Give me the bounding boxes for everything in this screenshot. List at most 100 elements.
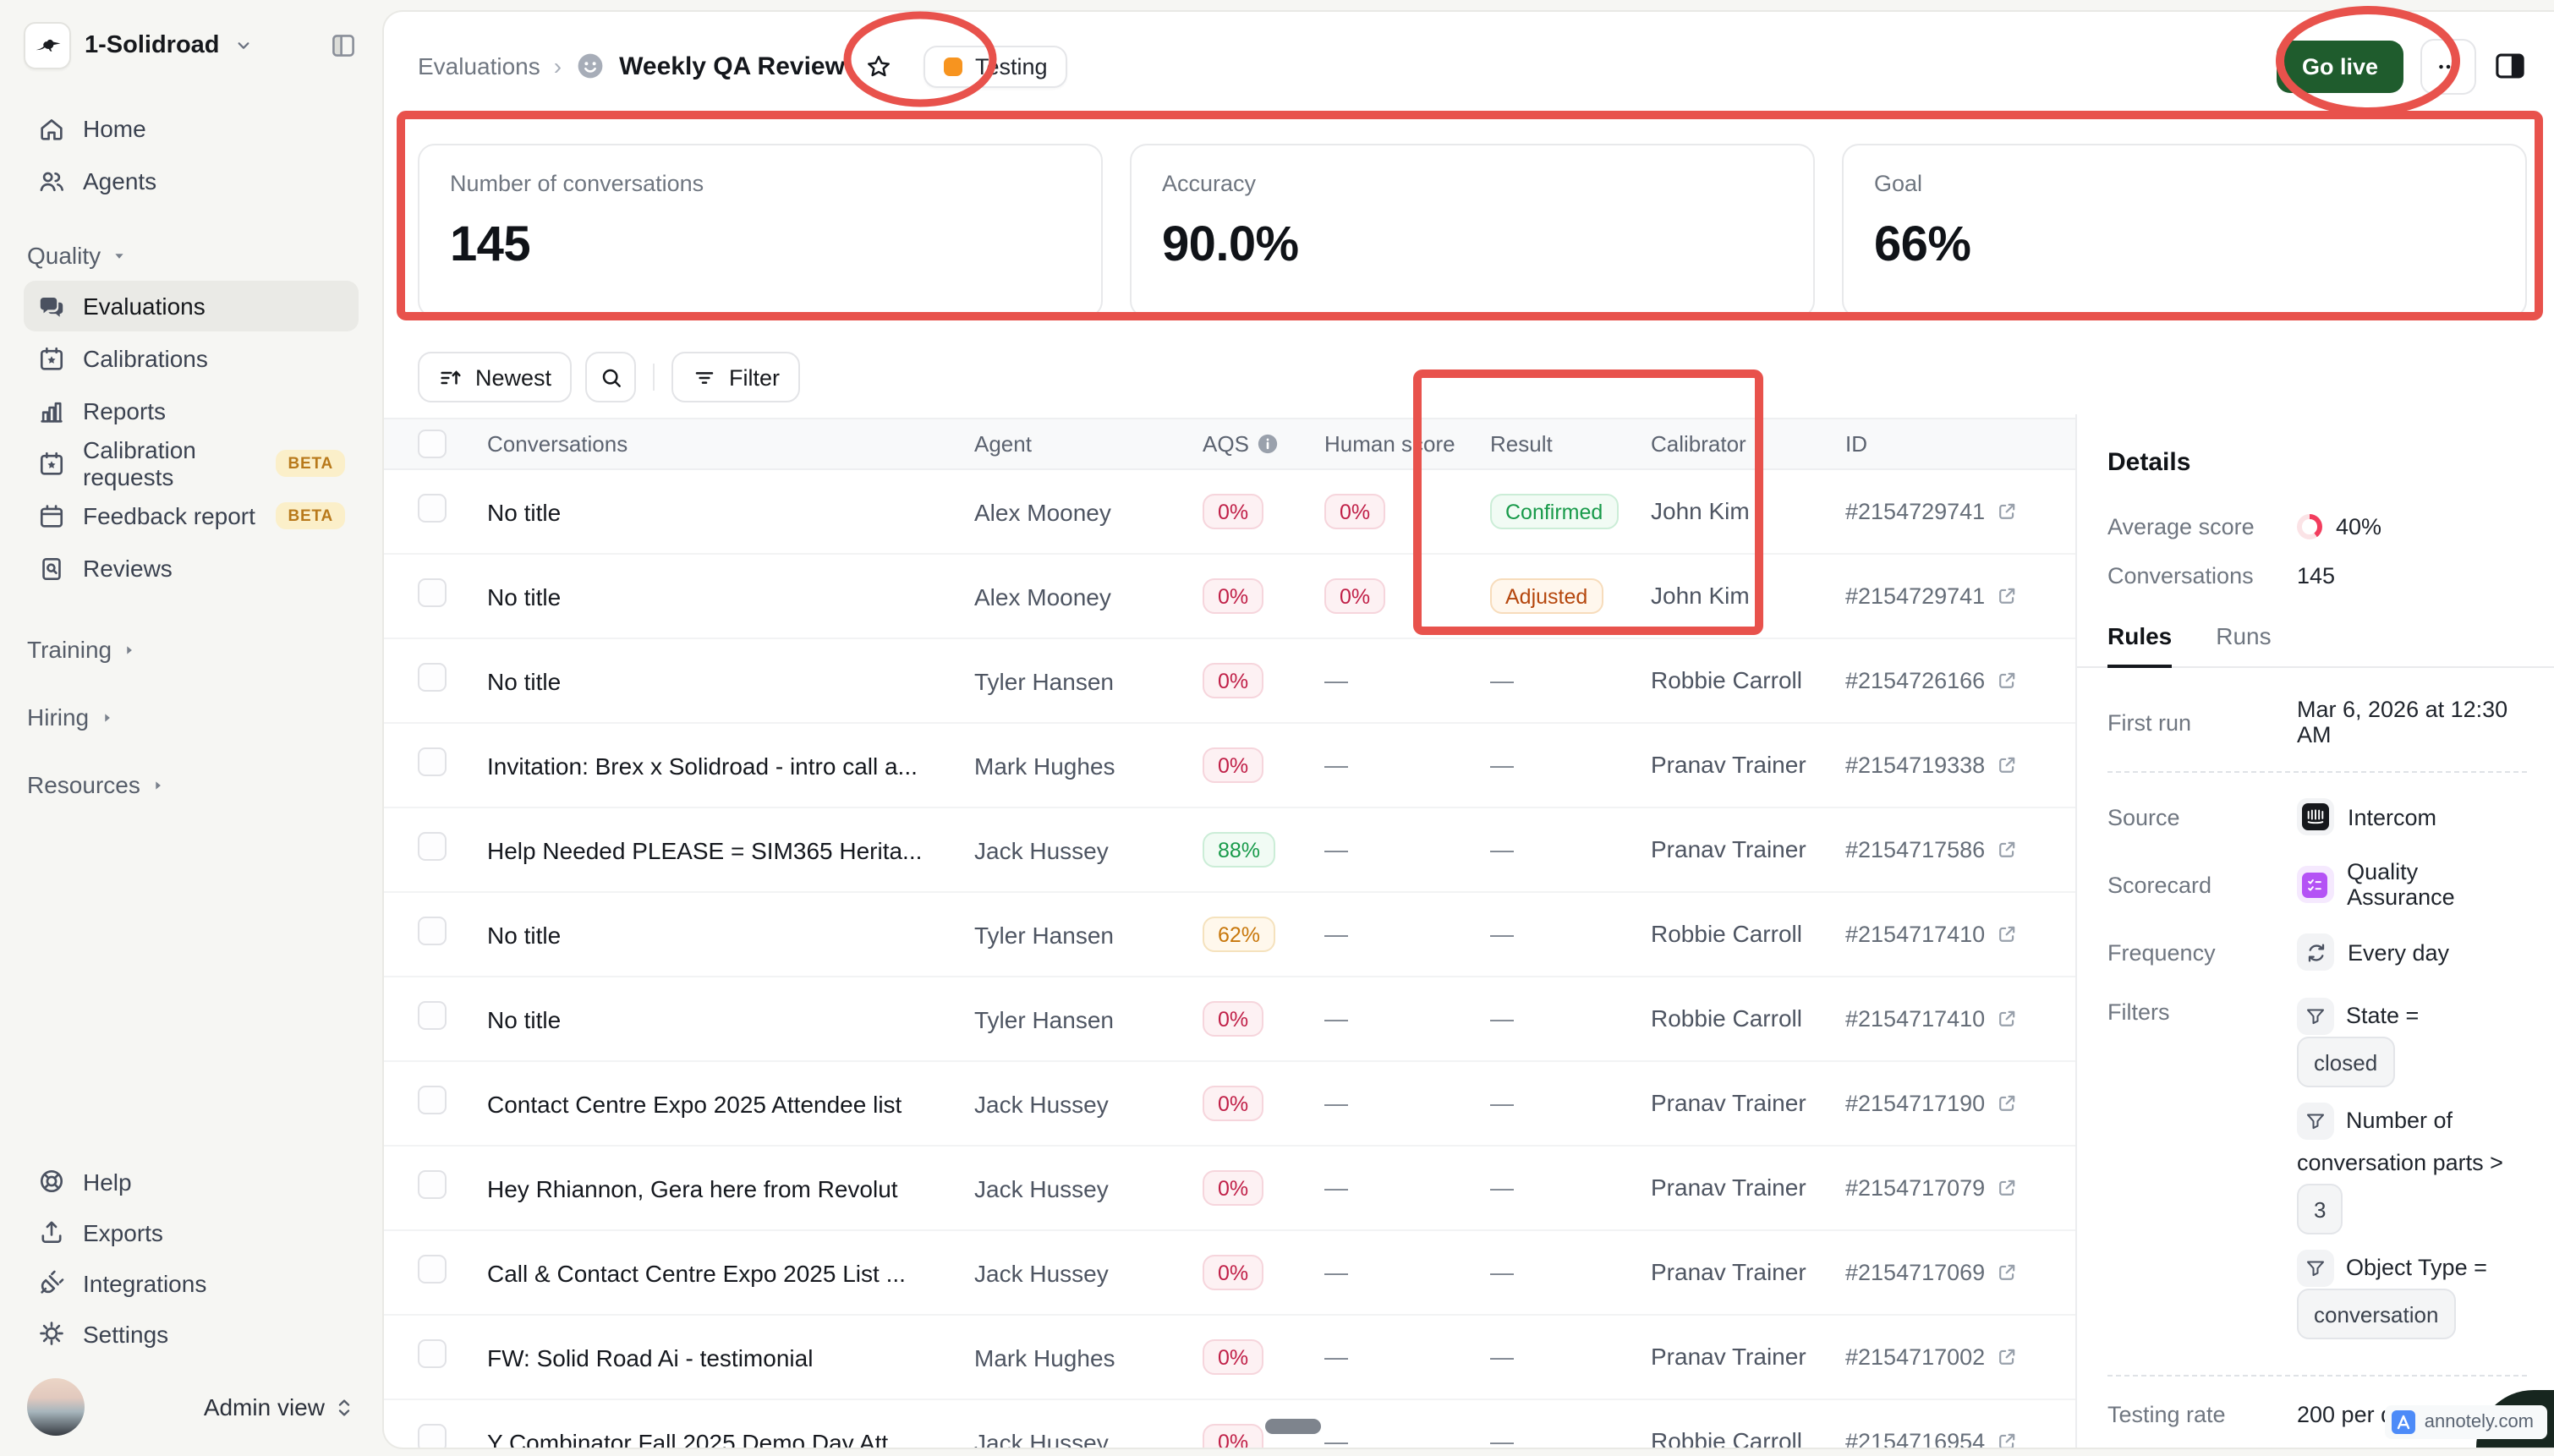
conversation-id-link[interactable]: #2154729741 <box>1845 499 2058 524</box>
sidebar-item-exports[interactable]: Exports <box>24 1207 359 1256</box>
sidebar-item-home[interactable]: Home <box>24 103 359 154</box>
filter-button[interactable]: Filter <box>671 352 801 402</box>
conversation-id-link[interactable]: #2154716954 <box>1845 1429 2058 1448</box>
table-row[interactable]: Help Needed PLEASE = SIM365 Herita... Ja… <box>384 808 2075 893</box>
chevron-down-icon <box>233 36 254 56</box>
table-row[interactable]: Hey Rhiannon, Gera here from Revolut Jac… <box>384 1147 2075 1231</box>
conversation-title: Call & Contact Centre Expo 2025 List ... <box>487 1259 906 1286</box>
empty-value: — <box>1490 1173 1514 1200</box>
row-checkbox[interactable] <box>418 747 447 775</box>
sort-button[interactable]: Newest <box>418 352 573 402</box>
sidebar-collapse-icon[interactable] <box>328 30 359 61</box>
breadcrumb: Evaluations › Weekly QA Review Testing <box>418 45 1068 87</box>
select-all-checkbox[interactable] <box>418 430 447 458</box>
row-checkbox[interactable] <box>418 1338 447 1367</box>
row-checkbox[interactable] <box>418 831 447 860</box>
col-aqs[interactable]: AQS <box>1203 431 1324 457</box>
sidebar-item-agents[interactable]: Agents <box>24 156 359 206</box>
conversation-id-link[interactable]: #2154717586 <box>1845 837 2058 862</box>
sidebar-item-reports[interactable]: Reports <box>24 386 359 436</box>
row-checkbox[interactable] <box>418 1254 447 1283</box>
row-checkbox[interactable] <box>418 1085 447 1114</box>
sidebar-item-settings[interactable]: Settings <box>24 1309 359 1358</box>
table-row[interactable]: No title Tyler Hansen 62% — — Robbie Car… <box>384 893 2075 977</box>
filter-rule: Number of conversation parts > 3 <box>2297 1099 2527 1234</box>
col-calibrator[interactable]: Calibrator <box>1651 431 1746 457</box>
row-checkbox[interactable] <box>418 916 447 944</box>
row-checkbox[interactable] <box>418 1423 447 1448</box>
agent-name: Tyler Hansen <box>974 667 1114 694</box>
right-panel-toggle-icon[interactable] <box>2493 49 2527 83</box>
agent-name: Tyler Hansen <box>974 921 1114 948</box>
sidebar-item-calibrations[interactable]: Calibrations <box>24 333 359 384</box>
filter-chip[interactable]: closed <box>2297 1037 2395 1087</box>
col-id[interactable]: ID <box>1845 431 1867 457</box>
row-checkbox[interactable] <box>418 662 447 691</box>
table-row[interactable]: No title Tyler Hansen 0% — — Robbie Carr… <box>384 977 2075 1062</box>
table-row[interactable]: FW: Solid Road Ai - testimonial Mark Hug… <box>384 1316 2075 1400</box>
table-row[interactable]: Y Combinator Fall 2025 Demo Day Att... J… <box>384 1400 2075 1449</box>
conversation-id-link[interactable]: #2154717079 <box>1845 1175 2058 1201</box>
tab-rules[interactable]: Rules <box>2107 622 2173 668</box>
breadcrumb-evaluations[interactable]: Evaluations <box>418 52 540 79</box>
conversation-id-link[interactable]: #2154719338 <box>1845 753 2058 778</box>
sidebar-item-help[interactable]: Help <box>24 1157 359 1206</box>
table-row[interactable]: No title Alex Mooney 0% 0% Confirmed Joh… <box>384 470 2075 555</box>
row-checkbox[interactable] <box>418 1169 447 1198</box>
conversation-id-link[interactable]: #2154717410 <box>1845 922 2058 947</box>
conversation-id-link[interactable]: #2154717002 <box>1845 1344 2058 1370</box>
table-header: Conversations Agent AQS Human score Resu… <box>384 418 2075 470</box>
row-checkbox[interactable] <box>418 577 447 606</box>
sidebar-item-evaluations[interactable]: Evaluations <box>24 281 359 331</box>
status-badge[interactable]: Testing <box>923 45 1068 87</box>
col-result[interactable]: Result <box>1490 431 1553 457</box>
table-row[interactable]: No title Tyler Hansen 0% — — Robbie Carr… <box>384 639 2075 724</box>
frequency-label: Frequency <box>2107 939 2216 965</box>
col-human-score[interactable]: Human score <box>1324 431 1455 457</box>
horizontal-scrollbar-thumb[interactable] <box>1265 1419 1321 1434</box>
filter-chip[interactable]: 3 <box>2297 1184 2343 1234</box>
row-checkbox[interactable] <box>418 493 447 522</box>
table-row[interactable]: Invitation: Brex x Solidroad - intro cal… <box>384 724 2075 808</box>
conversation-id-link[interactable]: #2154726166 <box>1845 668 2058 693</box>
col-conversations[interactable]: Conversations <box>487 431 628 457</box>
table-row[interactable]: No title Alex Mooney 0% 0% Adjusted John… <box>384 555 2075 639</box>
admin-view-switcher[interactable]: Admin view <box>204 1393 355 1420</box>
row-checkbox[interactable] <box>418 1000 447 1029</box>
sidebar-section-quality[interactable]: Quality <box>27 242 359 269</box>
table-row[interactable]: Call & Contact Centre Expo 2025 List ...… <box>384 1231 2075 1316</box>
sidebar-item-feedback-report[interactable]: Feedback report BETA <box>24 490 359 541</box>
info-icon[interactable] <box>1258 433 1280 455</box>
calibrator-name: Pranav Trainer <box>1651 1343 1806 1371</box>
search-button[interactable] <box>585 352 637 402</box>
sidebar-section-training[interactable]: Training <box>27 636 359 663</box>
stat-label: Number of conversations <box>450 171 704 196</box>
workspace-switcher[interactable]: 1-Solidroad <box>24 22 359 69</box>
favorite-star-icon[interactable] <box>865 52 894 80</box>
tab-runs[interactable]: Runs <box>2216 622 2272 649</box>
conversation-id-link[interactable]: #2154729741 <box>1845 583 2058 609</box>
table-row[interactable]: Contact Centre Expo 2025 Attendee list J… <box>384 1062 2075 1147</box>
filter-chip[interactable]: conversation <box>2297 1289 2456 1339</box>
col-agent[interactable]: Agent <box>974 431 1032 457</box>
source-label: Source <box>2107 804 2180 829</box>
result-badge: Adjusted <box>1490 578 1603 614</box>
doc-search-icon <box>37 554 66 583</box>
filter-icon <box>692 364 717 390</box>
go-live-button[interactable]: Go live <box>2276 40 2403 92</box>
conversation-id-link[interactable]: #2154717069 <box>1845 1260 2058 1285</box>
conversation-id-link[interactable]: #2154717190 <box>1845 1091 2058 1116</box>
conversation-id-link[interactable]: #2154717410 <box>1845 1006 2058 1032</box>
sidebar-item-integrations[interactable]: Integrations <box>24 1258 359 1307</box>
sidebar-section-resources[interactable]: Resources <box>27 771 359 798</box>
sidebar-section-hiring[interactable]: Hiring <box>27 703 359 731</box>
external-link-icon <box>1995 754 2017 776</box>
external-link-icon <box>1995 923 2017 945</box>
table-body: No title Alex Mooney 0% 0% Confirmed Joh… <box>384 470 2075 1449</box>
user-avatar[interactable] <box>27 1378 85 1436</box>
empty-value: — <box>1324 1426 1348 1449</box>
sidebar-item-calibration-requests[interactable]: Calibration requests BETA <box>24 436 359 490</box>
sidebar-item-reviews[interactable]: Reviews <box>24 543 359 594</box>
more-options-button[interactable] <box>2420 38 2476 94</box>
admin-row: Admin view <box>24 1378 359 1436</box>
